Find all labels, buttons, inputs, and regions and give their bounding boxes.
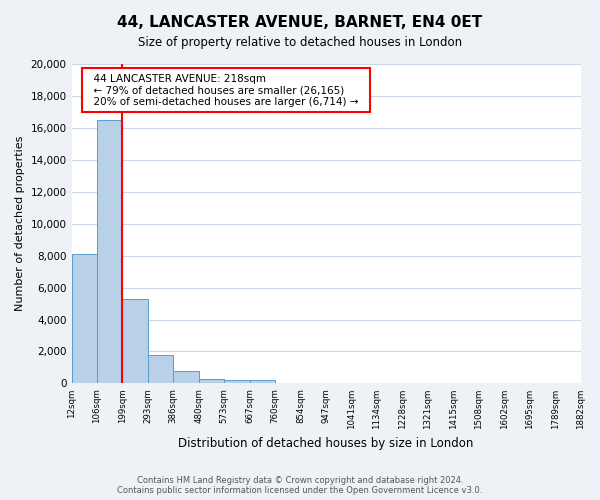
Y-axis label: Number of detached properties: Number of detached properties [15, 136, 25, 312]
Text: 44, LANCASTER AVENUE, BARNET, EN4 0ET: 44, LANCASTER AVENUE, BARNET, EN4 0ET [118, 15, 482, 30]
Text: Contains HM Land Registry data © Crown copyright and database right 2024.
Contai: Contains HM Land Registry data © Crown c… [118, 476, 482, 495]
Bar [199, 378, 224, 384]
Bar [250, 380, 275, 384]
Text: Size of property relative to detached houses in London: Size of property relative to detached ho… [138, 36, 462, 49]
X-axis label: Distribution of detached houses by size in London: Distribution of detached houses by size … [178, 437, 474, 450]
Bar [71, 254, 97, 384]
Bar [173, 370, 199, 384]
Bar [148, 354, 173, 384]
Bar [97, 120, 122, 384]
Text: 44 LANCASTER AVENUE: 218sqm
  ← 79% of detached houses are smaller (26,165)
  20: 44 LANCASTER AVENUE: 218sqm ← 79% of det… [87, 74, 365, 107]
Bar [224, 380, 250, 384]
Bar [122, 299, 148, 384]
